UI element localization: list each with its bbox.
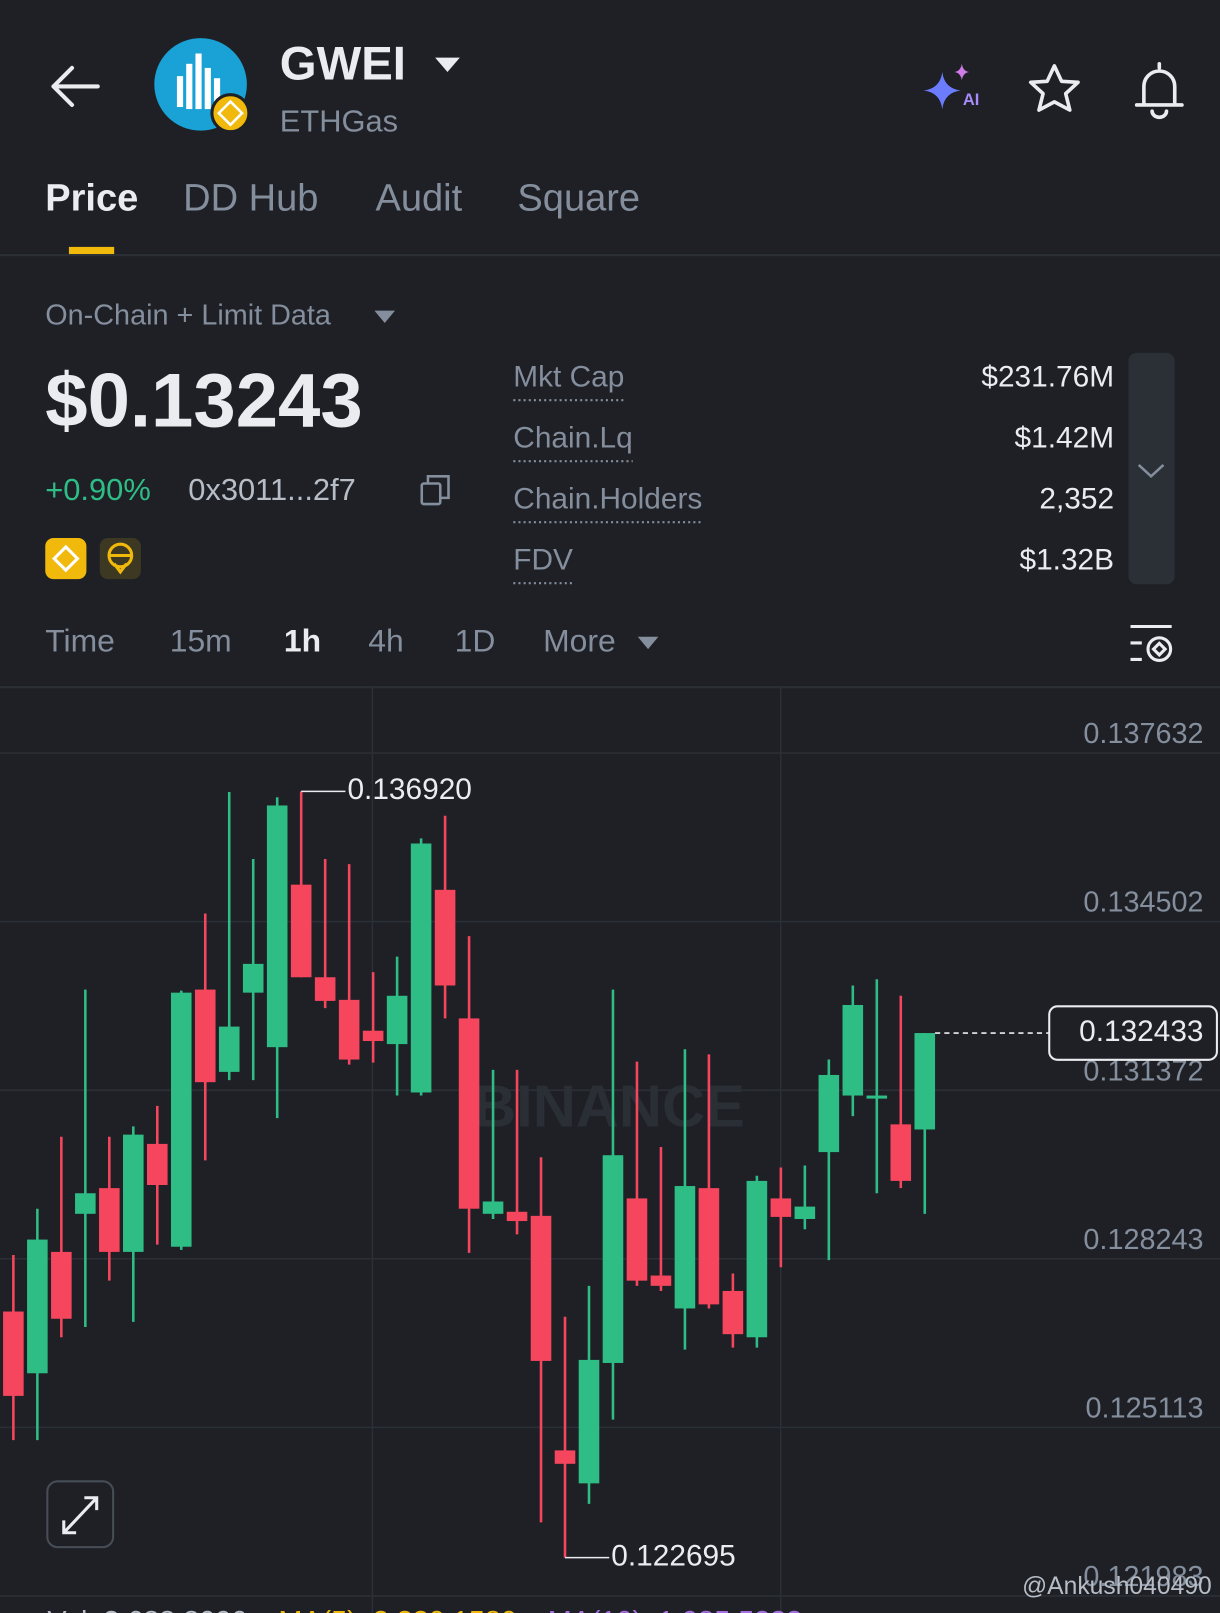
candle-body bbox=[266, 805, 288, 1048]
candle-body bbox=[410, 843, 432, 1093]
last-price-label: 0.132433 bbox=[1079, 1015, 1203, 1048]
indicator-label: MA(5): 2,330.1580 bbox=[278, 1606, 517, 1613]
tab-indicator bbox=[68, 246, 115, 255]
fullscreen-button[interactable] bbox=[46, 1480, 115, 1549]
expand-chevron bbox=[1137, 464, 1165, 479]
y-tick-label: 0.134502 bbox=[1083, 887, 1203, 919]
stat-value: $231.76M bbox=[981, 360, 1114, 393]
launch-badge bbox=[99, 538, 141, 580]
candle-body bbox=[218, 1026, 240, 1072]
candle-body bbox=[770, 1198, 792, 1217]
token-subtitle: ETHGas bbox=[280, 104, 398, 139]
interval-option[interactable]: 1h bbox=[284, 622, 321, 658]
candle-body bbox=[890, 1124, 912, 1181]
last-price-box bbox=[1048, 1005, 1218, 1061]
tab[interactable]: Audit bbox=[375, 178, 462, 220]
stat-label: FDV bbox=[513, 543, 573, 576]
candle-body bbox=[146, 1143, 168, 1186]
candle-body bbox=[242, 963, 264, 993]
candle-body bbox=[290, 884, 312, 978]
candle-body bbox=[578, 1359, 600, 1484]
chain-badge bbox=[45, 538, 87, 580]
candle-body bbox=[314, 977, 336, 1001]
candle-body bbox=[386, 995, 408, 1045]
candle-body bbox=[434, 889, 456, 986]
price: $0.13243 bbox=[45, 358, 362, 443]
chart-settings[interactable] bbox=[1130, 624, 1173, 662]
indicator-label: Vol: 3,688.8090 bbox=[47, 1606, 247, 1613]
stat-label: Chain.Holders bbox=[513, 482, 702, 515]
candle-body bbox=[506, 1211, 528, 1222]
data-source-dropdown[interactable] bbox=[374, 310, 396, 324]
alert-button[interactable] bbox=[1134, 62, 1184, 120]
interval-option[interactable]: 15m bbox=[170, 622, 232, 658]
y-tick-label: 0.137632 bbox=[1083, 718, 1203, 750]
credit: @Ankush040490 bbox=[1022, 1573, 1212, 1600]
candle-body bbox=[842, 1004, 864, 1096]
indicator-label: MA(10): 1,985.5333 bbox=[548, 1606, 803, 1613]
svg-text:AI: AI bbox=[963, 91, 979, 109]
tab[interactable]: DD Hub bbox=[183, 178, 318, 220]
watermark: BINANCE bbox=[473, 1073, 745, 1140]
candle-body bbox=[746, 1180, 768, 1338]
candle-body bbox=[75, 1193, 96, 1214]
candle-body bbox=[482, 1201, 504, 1214]
y-tick-label: 0.128243 bbox=[1083, 1224, 1203, 1256]
candle-body bbox=[51, 1251, 72, 1319]
interval-option[interactable]: More bbox=[543, 622, 616, 658]
interval-option[interactable]: 4h bbox=[368, 622, 403, 658]
token-dropdown[interactable] bbox=[435, 57, 460, 73]
tab[interactable]: Price bbox=[45, 178, 138, 220]
back-button[interactable] bbox=[51, 65, 100, 108]
candle-body bbox=[530, 1215, 552, 1361]
candle-body bbox=[123, 1134, 144, 1252]
candle-body bbox=[338, 999, 360, 1060]
candle-body bbox=[27, 1239, 48, 1374]
data-source[interactable]: On-Chain + Limit Data bbox=[45, 299, 332, 331]
stat-label: Mkt Cap bbox=[513, 360, 624, 393]
token-title: GWEI bbox=[280, 37, 406, 90]
candle-body bbox=[602, 1155, 624, 1363]
candle-body bbox=[170, 992, 192, 1247]
candle-body bbox=[650, 1275, 672, 1286]
contract-address: 0x3011...2f7 bbox=[188, 472, 356, 507]
candle-body bbox=[99, 1188, 120, 1252]
low-marker-label: 0.122695 bbox=[611, 1539, 735, 1572]
stat-value: 2,352 bbox=[1039, 482, 1114, 515]
favorite-button[interactable] bbox=[1028, 64, 1080, 112]
candle-body bbox=[674, 1186, 696, 1309]
candle-body bbox=[698, 1188, 720, 1305]
copy-button[interactable] bbox=[420, 475, 450, 506]
candle-body bbox=[818, 1074, 840, 1153]
stat-value: $1.32B bbox=[1020, 543, 1115, 576]
candle-body bbox=[722, 1290, 744, 1335]
ai-button[interactable]: AI bbox=[923, 63, 980, 109]
candle-body bbox=[794, 1206, 816, 1219]
stat-label: Chain.Lq bbox=[513, 421, 632, 454]
candle-body bbox=[194, 989, 216, 1083]
token-logo bbox=[154, 38, 251, 134]
candle-body bbox=[3, 1311, 24, 1396]
candle-body bbox=[362, 1030, 384, 1042]
y-tick-label: 0.125113 bbox=[1086, 1392, 1204, 1424]
price-change: +0.90% bbox=[45, 472, 151, 507]
interval-option[interactable]: Time bbox=[45, 622, 115, 658]
candle-body bbox=[866, 1095, 888, 1099]
interval-dropdown bbox=[637, 636, 659, 650]
high-marker-label: 0.136920 bbox=[347, 773, 471, 806]
stat-value: $1.42M bbox=[1015, 421, 1115, 454]
tab[interactable]: Square bbox=[517, 178, 640, 220]
candle-body bbox=[458, 1018, 480, 1209]
candle-body bbox=[626, 1198, 648, 1281]
candle-body bbox=[914, 1033, 936, 1130]
candle-body bbox=[554, 1450, 576, 1464]
interval-option[interactable]: 1D bbox=[455, 622, 496, 658]
y-tick-label: 0.121983 bbox=[1083, 1561, 1203, 1593]
stats-expand[interactable] bbox=[1128, 352, 1175, 585]
